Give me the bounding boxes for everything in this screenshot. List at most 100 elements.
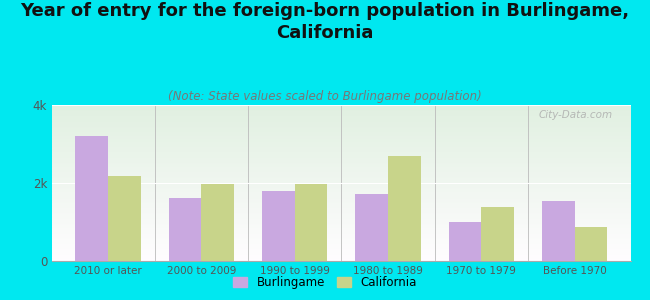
Bar [52,220,630,222]
Bar [52,121,630,122]
Bar [52,202,630,203]
Bar [52,127,630,128]
Bar [542,201,575,261]
Bar [52,200,630,202]
Bar [52,228,630,230]
Bar [52,238,630,239]
Bar [52,241,630,242]
Bar [52,260,630,261]
Bar [52,142,630,144]
Bar [52,152,630,153]
Bar [52,184,630,186]
Bar [52,245,630,247]
Bar [52,128,630,130]
Bar [52,119,630,121]
Bar [52,242,630,244]
Bar [52,239,630,241]
Bar [52,178,630,180]
Bar [52,172,630,174]
Bar [52,192,630,194]
Bar [52,169,630,170]
Bar [52,141,630,142]
Bar [52,225,630,227]
Bar [52,125,630,127]
Bar [52,166,630,167]
Bar [52,183,630,184]
Bar [52,230,630,231]
Bar [52,108,630,110]
Bar [52,256,630,258]
Bar [75,136,108,261]
Bar [108,176,140,261]
Bar [52,161,630,163]
Bar [52,170,630,172]
Bar [52,157,630,158]
Bar [52,233,630,235]
Bar [52,182,630,183]
Bar [52,139,630,141]
Bar [52,114,630,116]
Bar [388,156,421,261]
Bar [52,222,630,224]
Bar [52,196,630,197]
Bar [52,252,630,253]
Bar [52,247,630,248]
Bar [52,224,630,225]
Bar [294,184,327,261]
Bar [52,206,630,208]
Bar [52,177,630,178]
Bar [52,164,630,166]
Bar [52,105,630,106]
Bar [52,231,630,233]
Bar [52,135,630,136]
Bar [52,227,630,228]
Bar [52,216,630,217]
Bar [52,197,630,199]
Bar [52,144,630,146]
Bar [52,147,630,149]
Text: Year of entry for the foreign-born population in Burlingame,
California: Year of entry for the foreign-born popul… [20,2,630,42]
Bar [52,136,630,138]
Bar [52,189,630,191]
Bar [575,227,607,261]
Bar [52,131,630,133]
Bar [52,138,630,139]
Bar [52,118,630,119]
Bar [52,208,630,209]
Bar [52,167,630,169]
Bar [52,217,630,219]
Bar [52,122,630,124]
Bar [52,133,630,135]
Bar [52,219,630,220]
Text: (Note: State values scaled to Burlingame population): (Note: State values scaled to Burlingame… [168,90,482,103]
Legend: Burlingame, California: Burlingame, California [228,272,422,294]
Bar [52,111,630,113]
Bar [52,244,630,245]
Bar [52,194,630,196]
Bar [52,163,630,164]
Bar [52,130,630,131]
Bar [52,205,630,206]
Bar [448,222,481,261]
Bar [52,150,630,152]
Bar [52,180,630,182]
Bar [52,124,630,125]
Bar [52,153,630,155]
Bar [52,106,630,108]
Bar [52,248,630,250]
Bar [52,209,630,211]
Text: City-Data.com: City-Data.com [539,110,613,120]
Bar [52,199,630,200]
Bar [52,255,630,256]
Bar [52,258,630,260]
Bar [52,191,630,192]
Bar [52,174,630,175]
Bar [52,188,630,189]
Bar [52,146,630,147]
Bar [52,158,630,160]
Bar [52,155,630,157]
Bar [52,160,630,161]
Bar [481,207,514,261]
Bar [52,110,630,111]
Bar [262,191,294,261]
